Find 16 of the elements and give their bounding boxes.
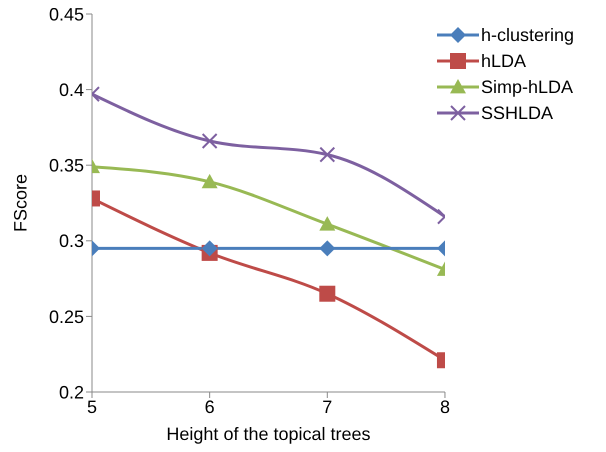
x-axis-title: Height of the topical trees	[166, 424, 371, 444]
y-tick-label: 0.4	[58, 80, 84, 100]
x-tick-label: 7	[322, 396, 332, 417]
x-tick-label: 8	[440, 396, 450, 417]
legend-label: SSHLDA	[480, 102, 553, 125]
y-tick-label: 0.2	[58, 382, 84, 402]
legend-label: Simp-hLDA	[480, 76, 573, 99]
y-axis-title: FScore	[10, 174, 30, 232]
x-tick-label: 5	[86, 396, 98, 417]
y-tick-label: 0.35	[48, 156, 84, 176]
y-tick-label: 0.3	[58, 231, 84, 252]
legend-label: hLDA	[480, 50, 526, 73]
y-tick-label: 0.45	[48, 4, 84, 24]
y-tick-label: 0.25	[48, 306, 84, 327]
x-tick-label: 6	[204, 396, 215, 417]
legend-label: h-clustering	[480, 24, 574, 47]
